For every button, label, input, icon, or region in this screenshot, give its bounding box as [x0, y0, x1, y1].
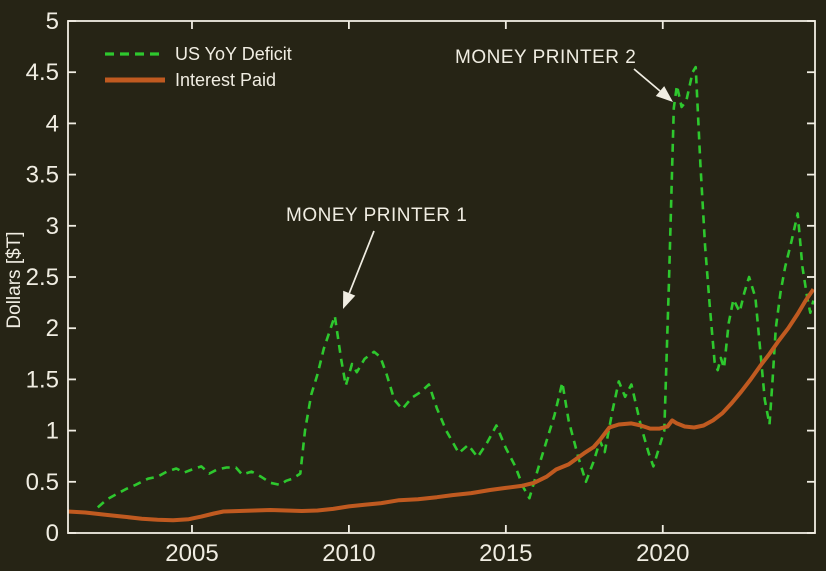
y-tick-label-0: 0	[46, 520, 59, 547]
annotation-arrow-line-2	[633, 68, 661, 92]
deficit-dashed-line-swatch	[105, 52, 165, 56]
series-line-interest-paid	[67, 288, 816, 523]
x-tick-label-2015: 2015	[479, 540, 532, 567]
annotation-arrow-line-1	[348, 230, 375, 294]
x-tick-label-2010: 2010	[322, 540, 375, 567]
y-tick-label-5: 5	[46, 8, 59, 35]
x-tick-label-2005: 2005	[165, 540, 218, 567]
y-axis-label: Dollars [$T]	[4, 231, 25, 329]
legend-entry-interest: Interest Paid	[104, 67, 292, 93]
y-tick-label-2.5: 2.5	[26, 264, 59, 291]
legend-entry-deficit: US YoY Deficit	[104, 41, 292, 67]
y-tick-label-3: 3	[46, 213, 59, 240]
y-tick-label-4.5: 4.5	[26, 59, 59, 86]
series-line-us-yoy-deficit	[96, 65, 815, 509]
interest-solid-line-swatch	[105, 77, 165, 83]
legend-label-deficit: US YoY Deficit	[175, 43, 292, 64]
y-tick-label-3.5: 3.5	[26, 162, 59, 189]
x-tick-label-2020: 2020	[636, 540, 689, 567]
y-tick-label-1: 1	[46, 418, 59, 445]
y-tick-label-4: 4	[46, 110, 59, 137]
annotation-arrow-head-2	[655, 86, 673, 102]
y-tick-label-2: 2	[46, 315, 59, 342]
legend: US YoY Deficit Interest Paid	[104, 41, 292, 93]
annotation-money-printer-2: MONEY PRINTER 2	[455, 47, 637, 68]
y-tick-label-0.5: 0.5	[26, 469, 59, 496]
y-tick-label-1.5: 1.5	[26, 366, 59, 393]
annotation-arrow-head-1	[343, 290, 356, 309]
legend-label-interest: Interest Paid	[175, 69, 277, 90]
annotation-money-printer-1: MONEY PRINTER 1	[286, 205, 468, 226]
plot-box	[67, 20, 816, 534]
